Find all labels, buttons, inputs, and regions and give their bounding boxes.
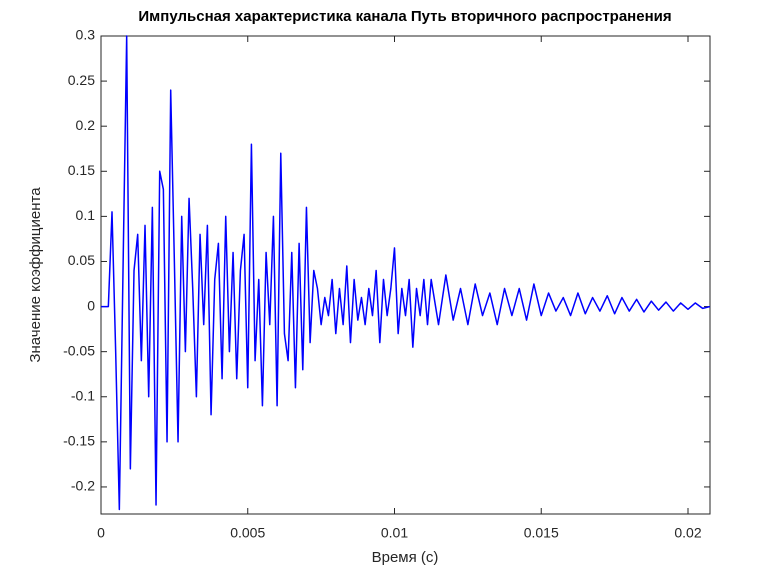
y-tick-label: -0.1 — [71, 387, 95, 403]
x-tick-label: 0.01 — [381, 525, 408, 541]
y-tick-label: 0.1 — [76, 207, 96, 223]
x-tick-label: 0.015 — [524, 525, 559, 541]
y-tick-label: 0.3 — [76, 27, 96, 43]
y-tick-label: -0.05 — [63, 342, 95, 358]
y-axis-label: Значение коэффициента — [27, 187, 44, 363]
x-axis-label: Время (с) — [372, 549, 439, 566]
y-tick-label: 0.05 — [68, 252, 95, 268]
y-tick-label: 0.15 — [68, 162, 95, 178]
data-line — [101, 35, 711, 511]
y-tick-label: 0.2 — [76, 117, 96, 133]
y-tick-label: 0 — [87, 297, 95, 313]
x-tick-label: 0.02 — [674, 525, 701, 541]
y-tick-label: -0.15 — [63, 433, 95, 449]
y-tick-label: 0.25 — [68, 72, 95, 88]
chart-title: Импульсная характеристика канала Путь вт… — [138, 8, 671, 25]
y-tick-label: -0.2 — [71, 478, 95, 494]
axes-box — [100, 35, 711, 515]
x-tick-label: 0 — [97, 525, 105, 541]
x-tick-label: 0.005 — [230, 525, 265, 541]
